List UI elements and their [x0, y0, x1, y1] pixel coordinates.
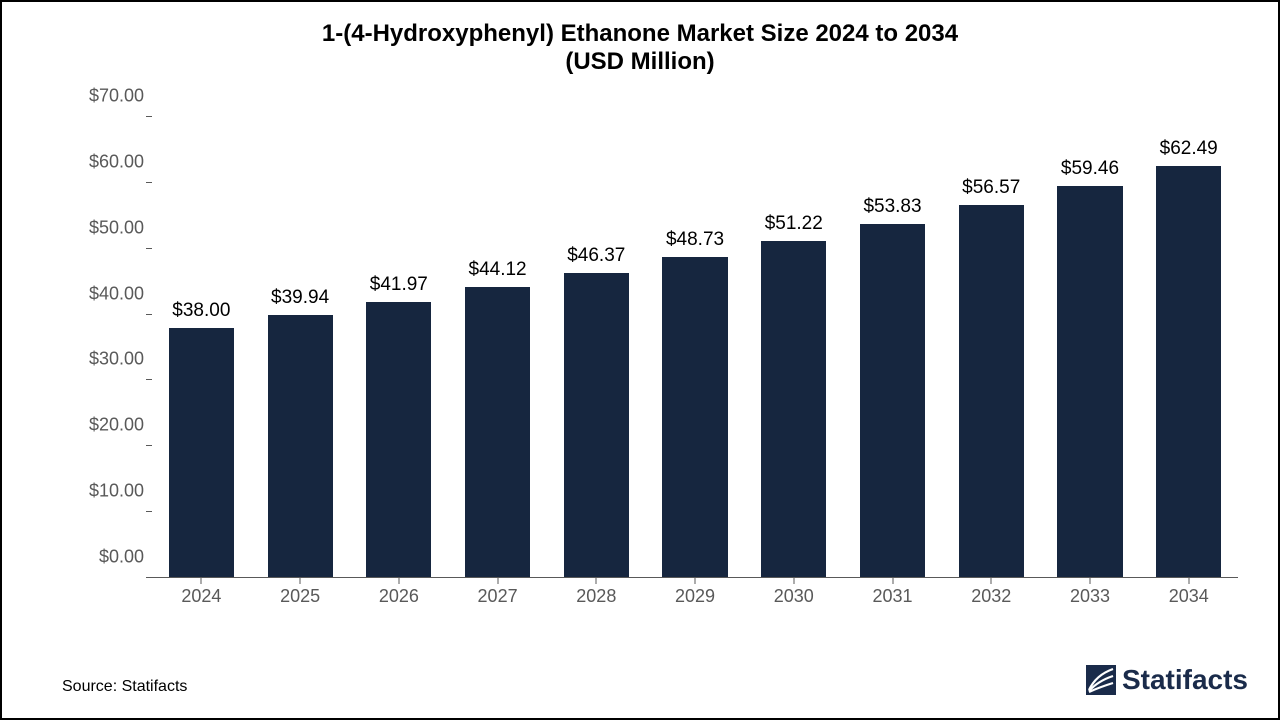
- x-tick-mark: [596, 578, 597, 584]
- brand-block: Statifacts: [1086, 664, 1248, 696]
- bar-slot: $48.73: [646, 117, 745, 578]
- bar: [761, 241, 826, 578]
- x-tick-label: 2032: [942, 578, 1041, 618]
- x-tick-label: 2027: [448, 578, 547, 618]
- bar-value-label: $48.73: [646, 229, 745, 251]
- x-tick-label: 2034: [1139, 578, 1238, 618]
- bar-value-label: $59.46: [1041, 158, 1140, 180]
- y-tick-label: $70.00: [89, 86, 144, 107]
- y-tick-label: $60.00: [89, 151, 144, 172]
- x-tick-mark: [497, 578, 498, 584]
- chart-title-block: 1-(4-Hydroxyphenyl) Ethanone Market Size…: [2, 2, 1278, 76]
- bar: [1156, 166, 1221, 578]
- bar-value-label: $41.97: [349, 274, 448, 296]
- x-tick-label: 2024: [152, 578, 251, 618]
- x-tick-label: 2031: [843, 578, 942, 618]
- bar-value-label: $51.22: [744, 213, 843, 235]
- bar-value-label: $44.12: [448, 259, 547, 281]
- brand-text: Statifacts: [1122, 664, 1248, 696]
- x-tick-mark: [201, 578, 202, 584]
- bar-slot: $51.22: [744, 117, 843, 578]
- chart-frame: 1-(4-Hydroxyphenyl) Ethanone Market Size…: [0, 0, 1280, 720]
- x-tick-label: 2026: [349, 578, 448, 618]
- bar-slot: $46.37: [547, 117, 646, 578]
- x-tick-mark: [1188, 578, 1189, 584]
- brand-logo-icon: [1086, 665, 1116, 695]
- bar-value-label: $53.83: [843, 196, 942, 218]
- bar-slot: $62.49: [1139, 117, 1238, 578]
- bar-slot: $59.46: [1041, 117, 1140, 578]
- chart-title-line1: 1-(4-Hydroxyphenyl) Ethanone Market Size…: [2, 20, 1278, 48]
- chart-footer: Source: Statifacts Statifacts: [62, 664, 1248, 696]
- bar: [268, 315, 333, 578]
- bar-slot: $38.00: [152, 117, 251, 578]
- y-tick-label: $30.00: [89, 349, 144, 370]
- bar: [169, 328, 234, 578]
- y-tick-label: $40.00: [89, 283, 144, 304]
- bar-value-label: $38.00: [152, 300, 251, 322]
- bar: [366, 302, 431, 578]
- x-tick-mark: [991, 578, 992, 584]
- bar: [662, 257, 727, 578]
- y-tick-label: $10.00: [89, 481, 144, 502]
- y-tick-label: $0.00: [99, 547, 144, 568]
- bar-value-label: $46.37: [547, 245, 646, 267]
- source-text: Source: Statifacts: [62, 678, 187, 696]
- bar: [564, 273, 629, 578]
- x-tick-mark: [398, 578, 399, 584]
- x-tick-mark: [1089, 578, 1090, 584]
- bar-value-label: $62.49: [1139, 138, 1238, 160]
- bar-slot: $56.57: [942, 117, 1041, 578]
- bar-slot: $41.97: [349, 117, 448, 578]
- x-tick-label: 2028: [547, 578, 646, 618]
- y-tick-label: $50.00: [89, 217, 144, 238]
- x-tick-mark: [300, 578, 301, 584]
- y-tick-label: $20.00: [89, 415, 144, 436]
- bar-slot: $53.83: [843, 117, 942, 578]
- x-tick-label: 2030: [744, 578, 843, 618]
- x-tick-mark: [892, 578, 893, 584]
- x-axis-labels: 2024202520262027202820292030203120322033…: [152, 578, 1238, 618]
- x-tick-mark: [793, 578, 794, 584]
- x-tick-label: 2033: [1041, 578, 1140, 618]
- plot-area: $38.00$39.94$41.97$44.12$46.37$48.73$51.…: [152, 117, 1238, 578]
- chart-title-line2: (USD Million): [2, 48, 1278, 76]
- chart-area: $0.00 $10.00 $20.00 $30.00 $40.00 $50.00 $60.0…: [62, 107, 1248, 618]
- x-tick-label: 2025: [251, 578, 350, 618]
- bar-slot: $44.12: [448, 117, 547, 578]
- bar-slot: $39.94: [251, 117, 350, 578]
- bar: [860, 224, 925, 579]
- bar: [959, 205, 1024, 578]
- bar: [1057, 186, 1122, 578]
- bar-value-label: $56.57: [942, 177, 1041, 199]
- x-tick-mark: [695, 578, 696, 584]
- y-axis: $0.00 $10.00 $20.00 $30.00 $40.00 $50.00 $60.0…: [62, 117, 152, 578]
- x-tick-label: 2029: [646, 578, 745, 618]
- bars-container: $38.00$39.94$41.97$44.12$46.37$48.73$51.…: [152, 117, 1238, 578]
- bar: [465, 287, 530, 578]
- bar-value-label: $39.94: [251, 287, 350, 309]
